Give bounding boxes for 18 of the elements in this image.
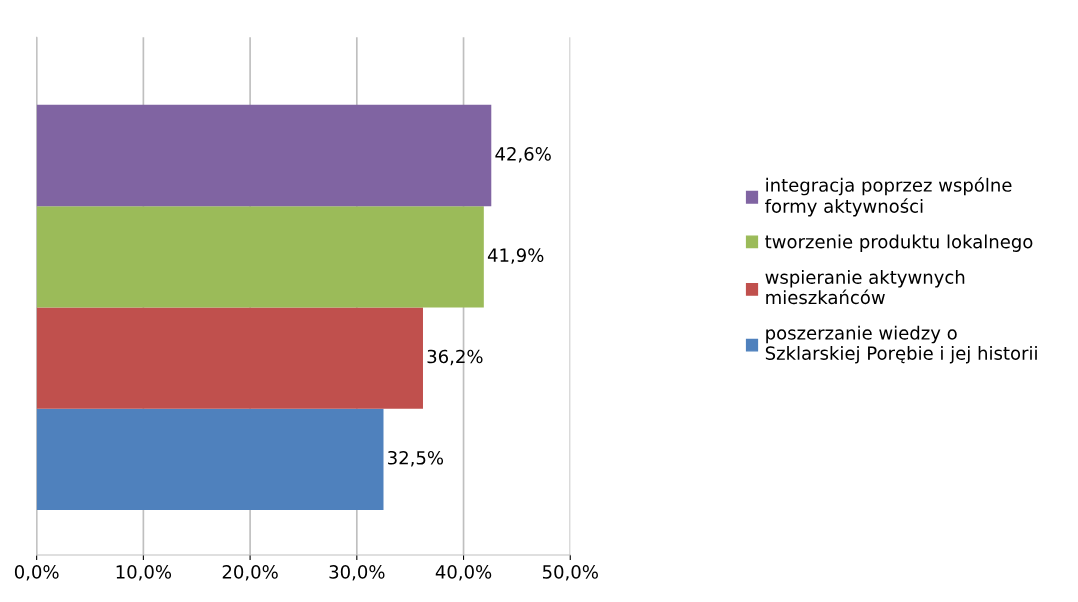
x-tick-label: 50,0% (542, 565, 598, 581)
x-tick-label: 0,0% (14, 565, 59, 581)
bar (36, 206, 484, 308)
x-tick-label: 10,0% (116, 565, 172, 581)
x-tick-label: 40,0% (435, 565, 492, 581)
legend-label: wspieranie aktywnych mieszkańców (765, 270, 965, 305)
bar (36, 104, 492, 207)
x-tick-label: 20,0% (222, 565, 278, 581)
x-tick-label: 30,0% (329, 565, 385, 581)
legend-label: poszerzanie wiedzy o Szklarskiej Porębie i jej historii (765, 325, 1037, 364)
legend-label: tworzenie produktu lokalnego (765, 234, 1033, 252)
legend-label: integracja poprzez wspólne formy aktywności (765, 177, 1012, 217)
data-label: 41,9% (487, 248, 544, 264)
bar (36, 408, 384, 511)
data-label: 32,5% (388, 450, 444, 467)
data-label: 42,6% (495, 147, 551, 163)
bar (36, 307, 423, 409)
data-label: 36,2% (427, 349, 483, 366)
